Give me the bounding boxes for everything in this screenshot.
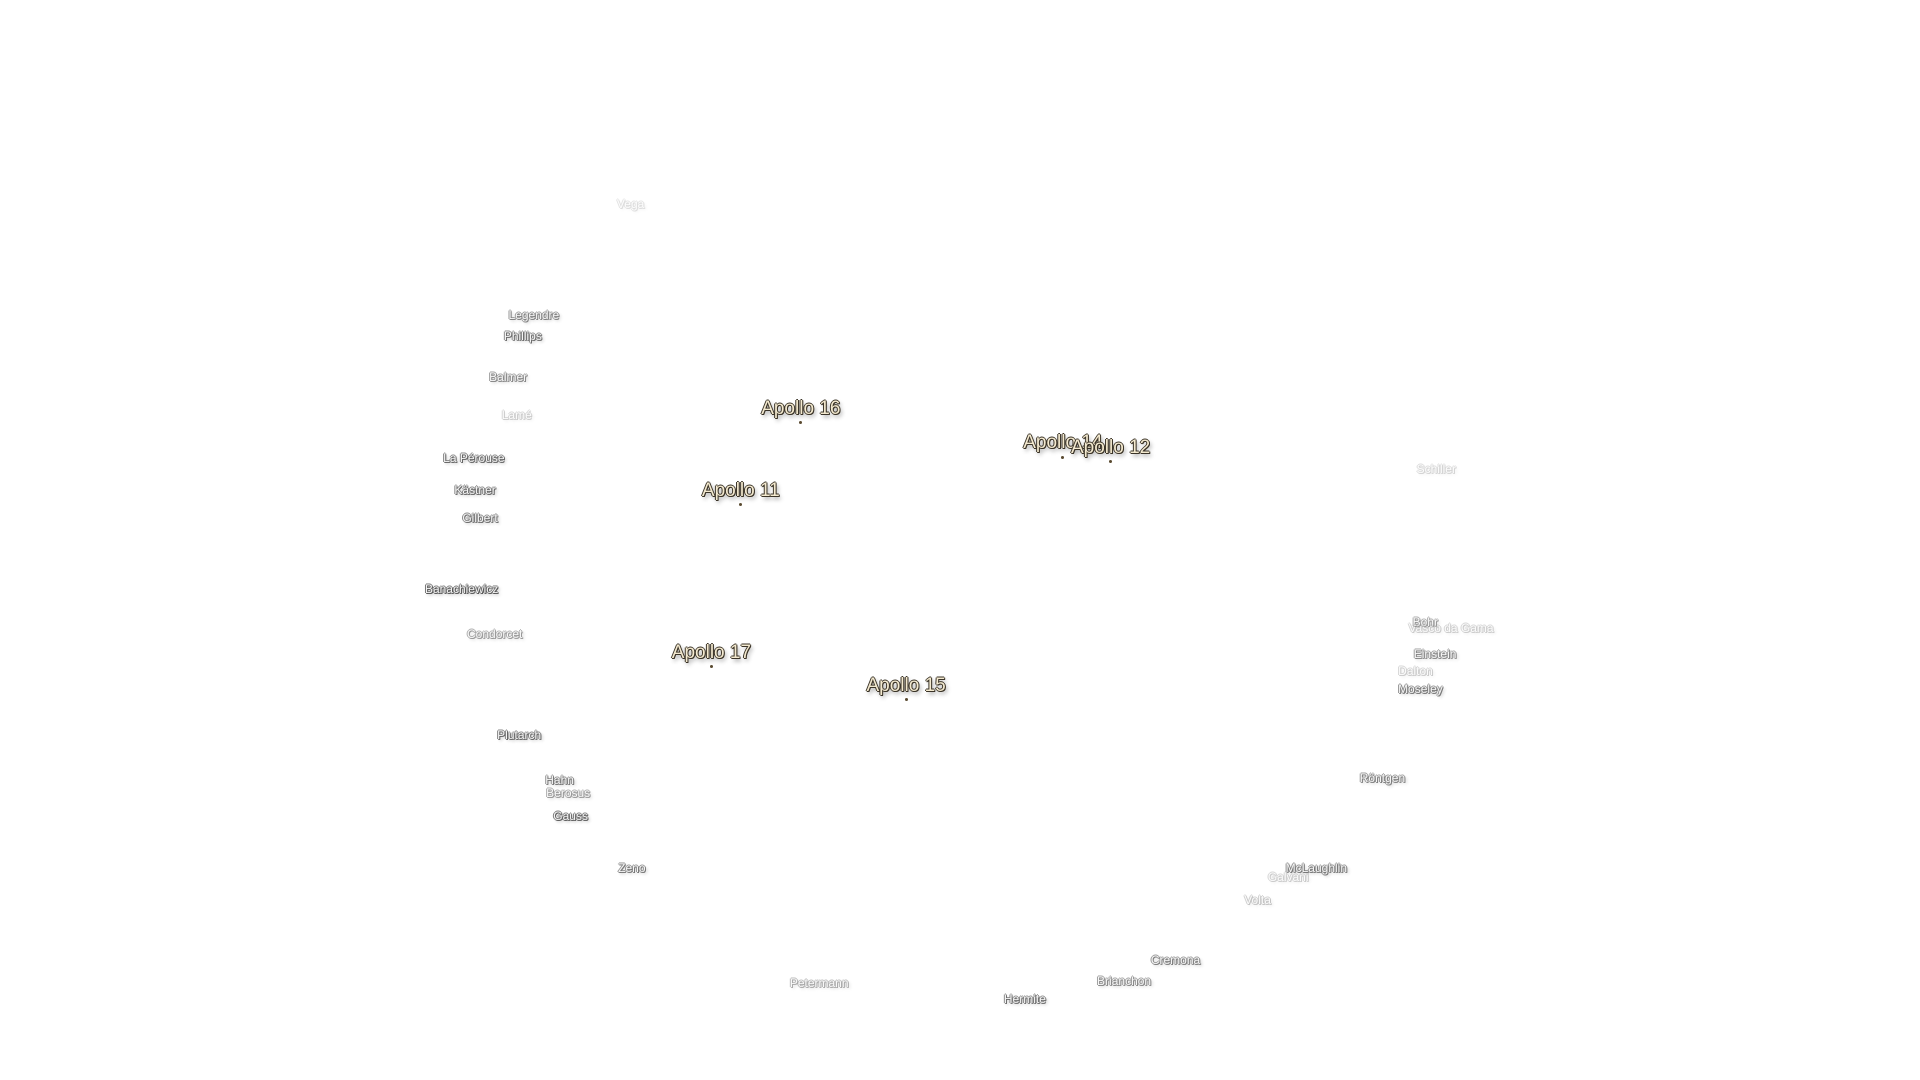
apollo-site-label[interactable]: Apollo 11 xyxy=(701,480,780,502)
crater-label[interactable]: Balmer xyxy=(489,370,528,385)
crater-label[interactable]: Condorcet xyxy=(467,627,523,642)
crater-label[interactable]: Vasco da Gama xyxy=(1408,621,1494,636)
landing-site-marker xyxy=(739,503,743,507)
crater-label[interactable]: Moseley xyxy=(1398,682,1443,697)
crater-label[interactable]: Galvani xyxy=(1267,869,1309,884)
crater-label[interactable]: Kästner xyxy=(454,482,496,497)
crater-label[interactable]: McLaughlin xyxy=(1285,861,1347,876)
crater-label[interactable]: Röntgen xyxy=(1359,770,1406,785)
crater-label[interactable]: Dalton xyxy=(1398,664,1433,679)
crater-label[interactable]: Gauss xyxy=(553,808,588,823)
crater-label[interactable]: La Pérouse xyxy=(443,450,505,465)
crater-label[interactable]: Volta xyxy=(1244,893,1271,907)
crater-label[interactable]: Hermite xyxy=(1003,992,1046,1007)
crater-label[interactable]: Zeno xyxy=(618,861,646,876)
crater-label[interactable]: Banachiewicz xyxy=(424,581,499,596)
landing-site-marker xyxy=(709,664,713,668)
landing-site-marker xyxy=(799,421,803,425)
crater-label[interactable]: Petermann xyxy=(789,976,849,991)
apollo-site-label[interactable]: Apollo 16 xyxy=(761,397,841,419)
crater-label[interactable]: Brianchon xyxy=(1097,973,1152,988)
crater-label[interactable]: Lamé xyxy=(501,408,532,423)
crater-label[interactable]: Berosus xyxy=(546,786,591,801)
apollo-site-label[interactable]: Apollo 14 xyxy=(1023,432,1103,454)
crater-label[interactable]: Vega xyxy=(616,197,645,212)
crater-label[interactable]: Cremona xyxy=(1150,953,1201,967)
landing-site-marker xyxy=(1061,455,1065,459)
crater-label[interactable]: Schiller xyxy=(1416,461,1456,476)
crater-label[interactable]: Plutarch xyxy=(497,727,542,742)
crater-label[interactable]: Einstein xyxy=(1413,646,1457,661)
apollo-site-label[interactable]: Apollo 12 xyxy=(1070,437,1151,459)
crater-label[interactable]: Bohr xyxy=(1412,615,1438,630)
crater-label[interactable]: Hahn xyxy=(545,773,574,787)
crater-label[interactable]: Legendre xyxy=(508,307,560,322)
landing-site-marker xyxy=(1109,460,1113,464)
crater-label[interactable]: Phillips xyxy=(503,328,542,343)
crater-label[interactable]: Gilbert xyxy=(462,510,498,525)
landing-site-marker xyxy=(904,697,908,701)
apollo-site-label[interactable]: Apollo 17 xyxy=(671,641,752,663)
apollo-site-label[interactable]: Apollo 15 xyxy=(866,674,946,696)
